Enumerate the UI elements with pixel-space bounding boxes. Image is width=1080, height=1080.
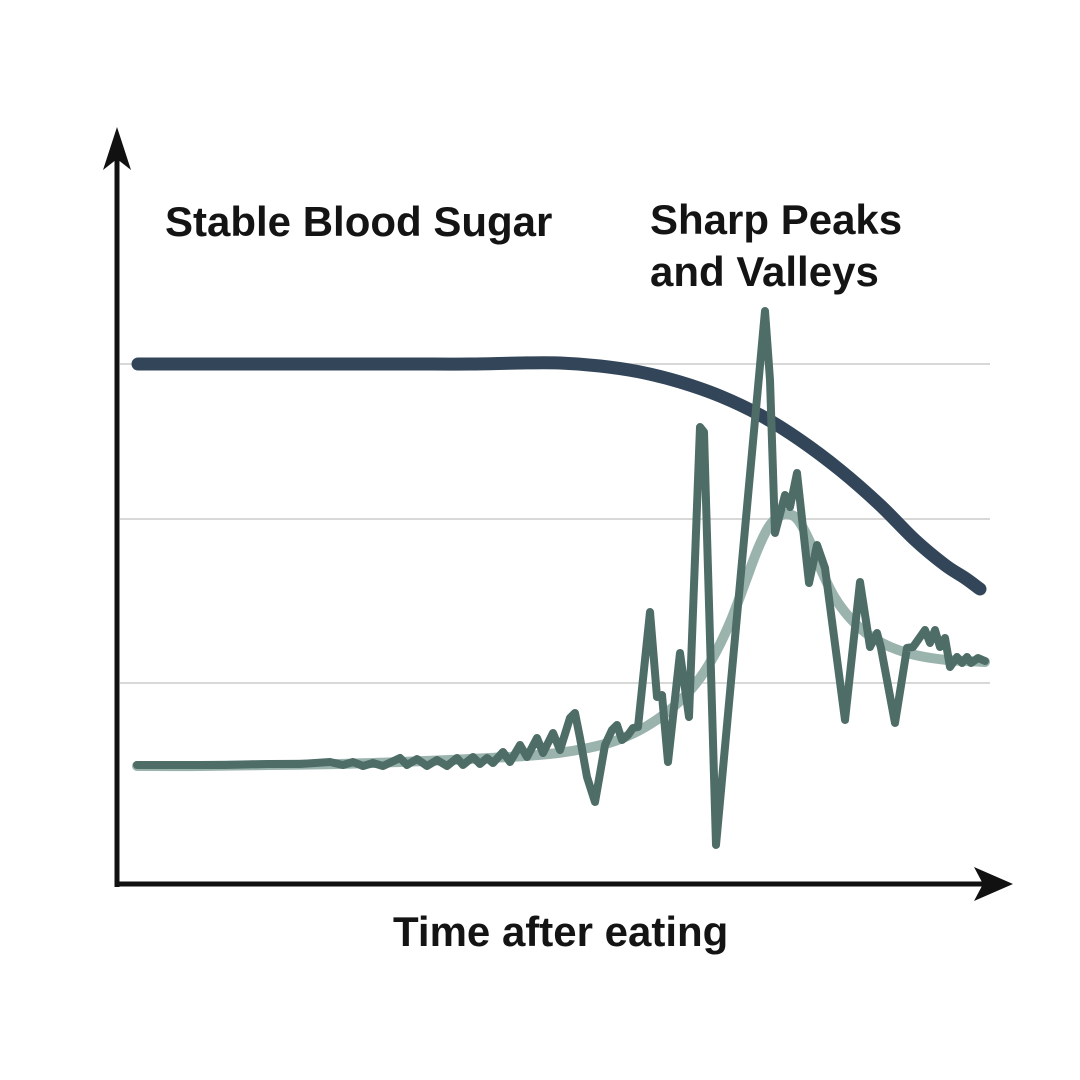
x-axis-label: Time after eating <box>393 908 728 955</box>
gridlines <box>120 363 990 684</box>
volatile-trend-line <box>132 508 990 772</box>
annotation-sharp-peaks-line1: Sharp Peaks <box>650 196 902 243</box>
annotation-stable-blood-sugar: Stable Blood Sugar <box>165 198 552 245</box>
annotation-sharp-peaks-line2: and Valleys <box>650 248 879 295</box>
stable-blood-sugar-line <box>131 356 987 596</box>
y-axis-arrowhead-icon <box>103 127 131 170</box>
series-group <box>131 307 990 849</box>
x-axis-arrowhead-icon <box>974 867 1013 901</box>
sharp-peaks-and-valleys-line <box>133 307 989 849</box>
